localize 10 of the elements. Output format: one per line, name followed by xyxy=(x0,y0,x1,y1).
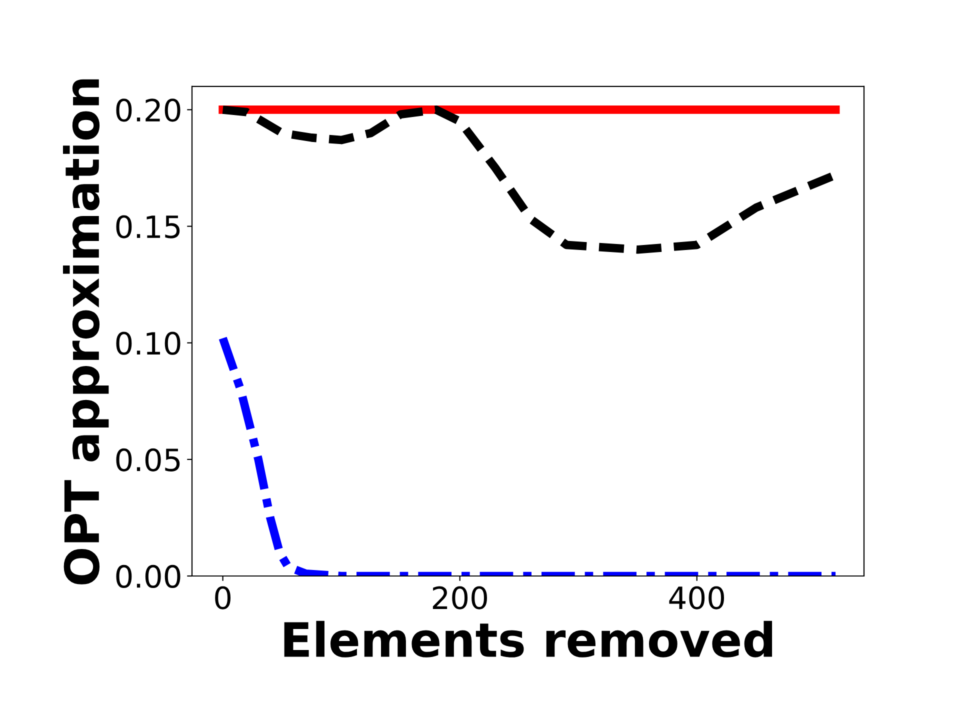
y-tick-label: 0.05 xyxy=(116,448,180,472)
y-axis-title: OPT approximation xyxy=(62,79,109,584)
x-axis-title: Elements removed xyxy=(284,620,772,658)
x-tick-label: 0 xyxy=(215,586,231,610)
y-tick-label: 0.00 xyxy=(116,564,180,588)
y-tick-label: 0.15 xyxy=(116,215,180,238)
y-tick-label: 0.20 xyxy=(116,98,180,122)
y-tick-label: 0.10 xyxy=(116,332,180,355)
x-tick-label: 200 xyxy=(432,586,487,610)
x-tick-label: 400 xyxy=(669,586,724,610)
